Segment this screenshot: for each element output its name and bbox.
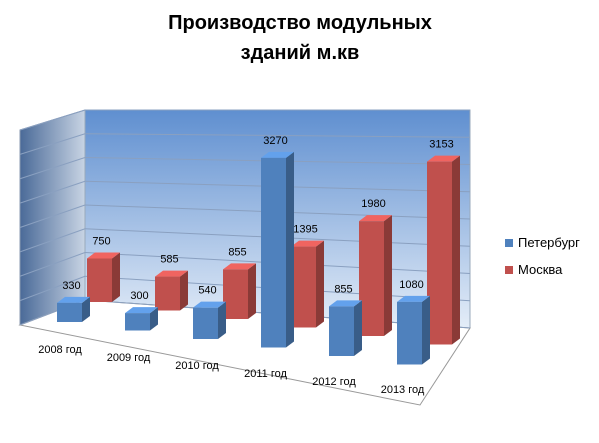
bar-top: [125, 307, 158, 314]
bar-side: [150, 307, 158, 331]
grid-line: [19, 133, 86, 155]
x-tick-label: 2009 год: [107, 352, 151, 364]
bar-side: [112, 252, 120, 302]
grid-line: [19, 204, 86, 228]
legend-label: Петербург: [518, 235, 580, 250]
grid-line: [19, 157, 86, 180]
legend-label: Москва: [518, 262, 563, 277]
bar-top: [193, 301, 226, 308]
bar-side: [354, 300, 362, 356]
value-label: 1980: [361, 198, 385, 210]
bar-top: [427, 155, 460, 162]
bar-side: [316, 240, 324, 328]
grid-line: [19, 228, 86, 253]
grid-line: [84, 133, 471, 138]
bar-side: [218, 301, 226, 339]
bar: [359, 221, 384, 336]
bar-side: [82, 296, 90, 322]
bar: [87, 258, 112, 302]
bar-top: [359, 215, 392, 222]
grid-line: [19, 109, 86, 131]
bar: [261, 157, 286, 348]
bar-top: [155, 270, 188, 277]
bar-side: [422, 295, 430, 365]
grid-line: [19, 275, 86, 302]
bar: [329, 306, 354, 356]
chart-title: Производство модульных зданий м.кв: [168, 12, 432, 64]
value-label: 855: [334, 283, 352, 295]
bar-top: [291, 240, 324, 247]
bar-top: [329, 300, 362, 307]
value-label: 540: [198, 285, 216, 297]
bar-top: [223, 263, 256, 270]
legend-swatch: [505, 266, 513, 274]
value-label: 1395: [293, 224, 317, 236]
bar: [57, 302, 82, 322]
x-tick-label: 2011 год: [244, 368, 287, 380]
bar-side: [384, 215, 392, 336]
bar-top: [397, 295, 430, 302]
x-tick-label: 2012 год: [312, 376, 356, 388]
grid-line: [19, 180, 86, 204]
bar-side: [180, 270, 188, 311]
x-tick-label: 2010 год: [175, 360, 219, 372]
value-label: 750: [92, 236, 110, 248]
value-label: 3270: [263, 135, 287, 147]
value-label: 585: [160, 254, 178, 266]
bar-top: [87, 252, 120, 259]
value-label: 3153: [429, 139, 453, 151]
side-wall: [19, 109, 86, 326]
x-tick-label: 2013 год: [381, 384, 425, 396]
bar: [125, 313, 150, 331]
bar: [291, 246, 316, 328]
value-label: 300: [130, 290, 148, 302]
bar: [155, 276, 180, 311]
value-label: 1080: [399, 279, 423, 291]
bar: [193, 307, 218, 339]
bar-top: [57, 296, 90, 303]
bar-side: [286, 151, 294, 348]
bar-side: [248, 263, 256, 319]
legend-swatch: [505, 239, 513, 247]
x-tick-label: 2008 год: [38, 344, 82, 356]
bar: [397, 301, 422, 365]
bar-side: [452, 155, 460, 345]
bar-top: [261, 151, 294, 158]
bar: [427, 161, 452, 345]
value-label: 855: [228, 246, 246, 258]
grid-line: [19, 252, 86, 277]
bar: [223, 269, 248, 319]
value-label: 330: [62, 280, 80, 292]
